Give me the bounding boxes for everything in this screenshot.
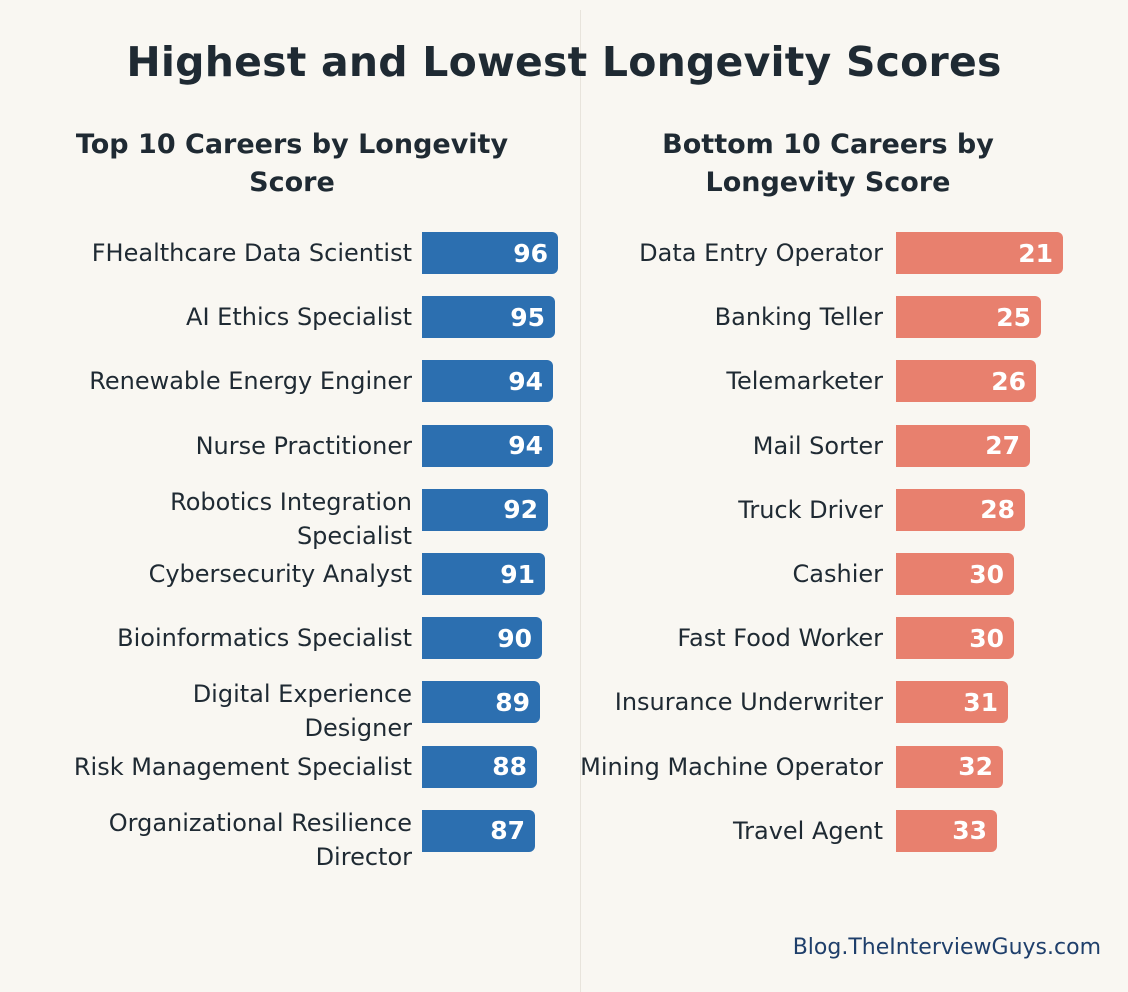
bar-value-label: 88 [492, 752, 527, 782]
bar-value-label: 27 [985, 431, 1020, 461]
bar-value-label: 28 [980, 495, 1015, 525]
bar: 95 [422, 296, 555, 339]
category-label: Robotics Integration Specialist [170, 487, 412, 550]
bar: 30 [896, 617, 1014, 660]
bar-value-label: 26 [991, 366, 1026, 396]
bar-value-label: 30 [969, 623, 1004, 653]
category-label: Data Entry Operator [639, 239, 883, 267]
category-label: Fast Food Worker [677, 624, 883, 653]
bar-value-label: 31 [963, 687, 998, 717]
bar-value-label: 96 [513, 238, 548, 268]
bar: 88 [422, 745, 537, 788]
source-credit: Blog.TheInterviewGuys.com [792, 935, 1101, 960]
bar: 21 [896, 232, 1063, 274]
bar: 89 [422, 681, 540, 724]
category-label: Bioinformatics Specialist [117, 624, 412, 653]
bar-value-label: 25 [996, 302, 1031, 332]
category-label: AI Ethics Specialist [186, 303, 412, 332]
category-label: FHealthcare Data Scientist [91, 239, 412, 267]
bar: 30 [896, 553, 1014, 595]
bar-value-label: 90 [497, 623, 532, 653]
bar-value-label: 91 [500, 559, 535, 589]
bar-value-label: 87 [490, 816, 525, 846]
category-label: Telemarketer [726, 367, 883, 396]
bar-value-label: 30 [969, 559, 1004, 589]
bar: 32 [896, 745, 1003, 788]
bar: 25 [896, 296, 1041, 339]
category-label: Risk Management Specialist [73, 752, 412, 781]
bar: 94 [422, 424, 553, 467]
bar: 87 [422, 809, 535, 852]
left-panel-title: Top 10 Careers by Longevity Score [75, 129, 509, 198]
bar-value-label: 32 [958, 752, 993, 782]
bar-value-label: 89 [495, 687, 530, 717]
bar: 94 [422, 360, 553, 403]
bar: 33 [896, 809, 997, 852]
category-label: Nurse Practitioner [195, 431, 412, 460]
bar: 92 [422, 488, 548, 531]
right-panel-title: Bottom 10 Careers by Longevity Score [662, 129, 994, 198]
bar-value-label: 21 [1018, 238, 1053, 268]
category-label: Cybersecurity Analyst [148, 560, 412, 588]
category-label: Banking Teller [714, 303, 883, 332]
bar: 27 [896, 424, 1030, 467]
category-label: Travel Agent [732, 816, 883, 845]
category-label: Insurance Underwriter [614, 688, 883, 717]
bar: 28 [896, 488, 1025, 531]
bar-value-label: 33 [952, 816, 987, 846]
category-label: Organizational Resilience Director [108, 808, 412, 871]
bar-value-label: 94 [508, 431, 543, 461]
chart-title: Highest and Lowest Longevity Scores [126, 38, 1002, 86]
category-label: Digital Experience Designer [192, 680, 412, 743]
bar: 91 [422, 553, 545, 595]
bar: 31 [896, 681, 1008, 724]
category-label: Cashier [792, 560, 883, 588]
bar: 90 [422, 617, 542, 660]
bar-value-label: 94 [508, 366, 543, 396]
category-label: Mail Sorter [752, 431, 883, 460]
center-divider [580, 10, 581, 992]
category-label: Renewable Energy Enginer [89, 367, 412, 396]
category-label: Mining Machine Operator [580, 752, 883, 781]
bar: 26 [896, 360, 1036, 403]
bar: 96 [422, 232, 558, 274]
bar-value-label: 92 [503, 495, 538, 525]
category-label: Truck Driver [738, 495, 883, 524]
bar-value-label: 95 [510, 302, 545, 332]
